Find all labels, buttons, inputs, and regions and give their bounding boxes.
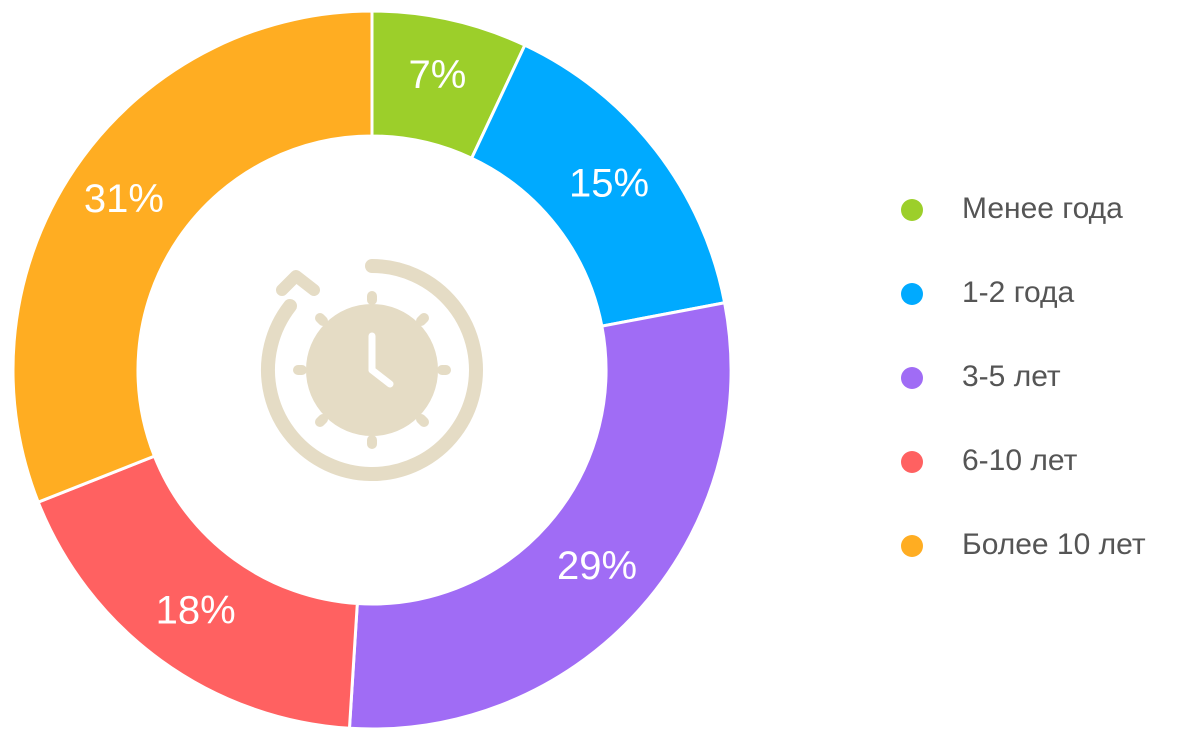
value-label: 29% <box>557 544 637 588</box>
legend-marker <box>901 283 923 305</box>
value-label: 31% <box>84 177 164 221</box>
value-label: 7% <box>409 53 467 97</box>
legend-marker <box>901 535 923 557</box>
donut-segment <box>36 454 359 729</box>
clock-icon <box>260 259 483 481</box>
legend-label: Более 10 лет <box>962 528 1146 561</box>
legend-marker <box>901 451 923 473</box>
legend-marker <box>901 367 923 389</box>
legend-marker <box>901 199 923 221</box>
legend-label: 1-2 года <box>962 276 1075 309</box>
legend-label: 6-10 лет <box>962 444 1078 477</box>
legend-label: Менее года <box>962 192 1123 225</box>
value-label: 18% <box>156 588 236 632</box>
legend-label: 3-5 лет <box>962 360 1061 393</box>
value-label: 15% <box>569 162 649 206</box>
donut-segment <box>11 9 374 505</box>
